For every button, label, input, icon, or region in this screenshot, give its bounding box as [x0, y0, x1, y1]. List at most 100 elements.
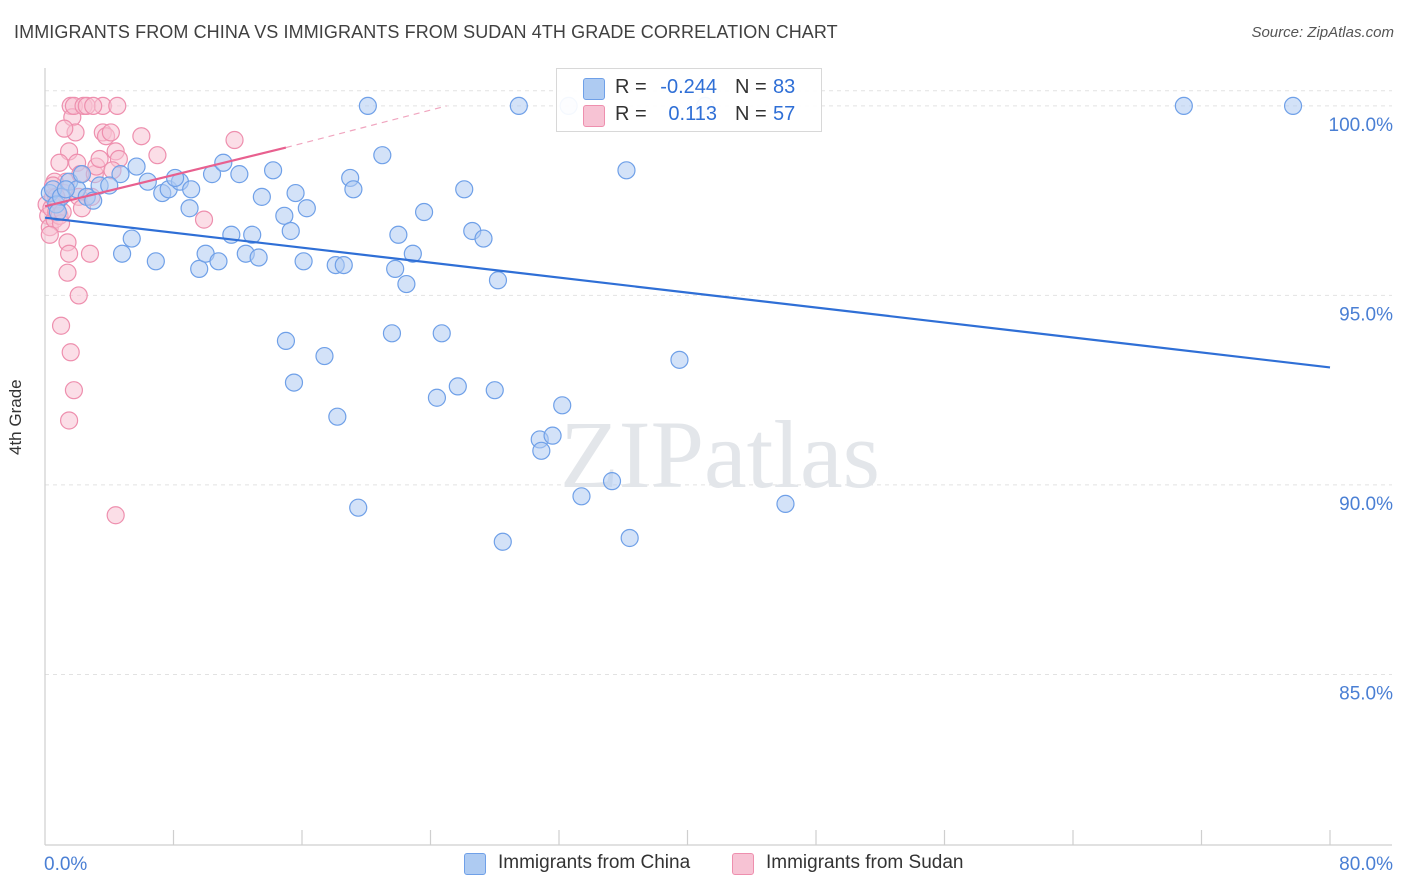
legend-sudan-label: Immigrants from Sudan: [766, 852, 964, 873]
china-point: [56, 180, 75, 199]
china-point: [389, 225, 408, 244]
china-point: [427, 388, 447, 407]
sudan-point: [108, 96, 127, 116]
china-point: [284, 373, 304, 392]
sudan-point: [101, 123, 120, 142]
china-point: [509, 96, 528, 116]
sudan-point: [225, 130, 244, 150]
china-point: [1283, 96, 1303, 116]
sudan-swatch: [583, 105, 605, 127]
sudan-n-value: 57: [773, 103, 796, 125]
sudan-trend-extension: [285, 105, 447, 149]
china-swatch: [583, 78, 605, 100]
legend-sudan-swatch: [732, 853, 754, 875]
sudan-point: [148, 146, 167, 165]
sudan-trend-line: [44, 146, 287, 208]
chart-title: IMMIGRANTS FROM CHINA VS IMMIGRANTS FROM…: [14, 22, 838, 42]
china-point: [315, 346, 334, 366]
china-point: [572, 487, 591, 506]
legend: Immigrants from China Immigrants from Su…: [0, 852, 1406, 878]
r-label: R =: [615, 76, 647, 98]
china-point: [297, 199, 316, 218]
china-point: [182, 180, 201, 199]
sudan-point: [51, 316, 71, 335]
china-trend-line: [44, 216, 1331, 369]
legend-china-label: Immigrants from China: [498, 852, 691, 873]
sudan-point: [194, 210, 214, 229]
sudan-point: [64, 381, 84, 400]
china-point: [776, 494, 795, 513]
sudan-point: [58, 263, 77, 282]
china-point: [373, 146, 392, 165]
china-point: [344, 180, 363, 199]
china-point: [249, 248, 268, 267]
china-point: [281, 221, 300, 241]
china-point: [485, 381, 504, 400]
y-tick-label: 95.0%: [1339, 304, 1393, 325]
china-point: [230, 165, 249, 184]
watermark: ZIPatlas: [560, 401, 880, 508]
china-point: [127, 157, 146, 176]
china-point: [397, 274, 416, 294]
china-point: [386, 259, 405, 278]
sudan-point: [84, 96, 103, 116]
chart-source: Source: ZipAtlas.com: [1251, 24, 1394, 41]
stats-row-china: R = -0.244 N = 83: [557, 74, 821, 102]
x-tick-label: 80.0%: [1339, 854, 1393, 875]
china-point: [474, 229, 493, 248]
china-n-value: 83: [773, 76, 796, 98]
china-point: [448, 377, 467, 396]
china-point: [488, 271, 508, 290]
china-point: [294, 252, 313, 271]
china-point: [328, 407, 347, 426]
n-label: N =: [735, 103, 767, 125]
r-label: R =: [615, 103, 647, 125]
sudan-point: [132, 127, 151, 146]
stats-box: R = -0.244 N = 83 R = 0.113 N = 57: [556, 68, 822, 132]
china-point: [180, 199, 199, 218]
y-tick-label: 90.0%: [1339, 494, 1393, 515]
stats-row-sudan: R = 0.113 N = 57: [557, 101, 821, 129]
china-point: [334, 255, 353, 275]
china-point: [1174, 96, 1193, 116]
china-point: [209, 252, 228, 271]
china-point: [602, 472, 622, 491]
y-tick-label: 100.0%: [1329, 115, 1394, 136]
china-r-value: -0.244: [660, 76, 717, 98]
china-point: [617, 161, 636, 180]
china-point: [112, 244, 132, 263]
china-point: [276, 331, 296, 350]
sudan-point: [61, 343, 80, 362]
sudan-point: [59, 411, 79, 430]
china-point: [620, 528, 639, 548]
china-point: [493, 532, 512, 551]
tick-labels: 85.0% 90.0% 95.0% 100.0% 0.0% 80.0%: [44, 115, 1393, 875]
china-point: [553, 396, 572, 415]
china-point: [349, 498, 368, 517]
china-point: [532, 441, 551, 460]
china-point: [146, 252, 165, 271]
china-point: [252, 187, 271, 206]
sudan-point: [59, 244, 79, 263]
china-point: [432, 324, 451, 343]
china-point: [190, 259, 209, 278]
x-tick-label: 0.0%: [44, 854, 87, 875]
sudan-point: [90, 149, 109, 169]
trend-lines: [44, 105, 1331, 369]
sudan-point: [50, 153, 69, 172]
china-point: [243, 225, 262, 244]
china-point: [543, 426, 562, 445]
china-point: [72, 165, 92, 184]
sudan-point: [40, 225, 59, 244]
sudan-point: [80, 244, 100, 263]
sudan-point: [55, 119, 74, 138]
china-point: [166, 168, 185, 188]
china-point: [358, 96, 377, 116]
china-point: [275, 206, 294, 225]
china-point: [382, 324, 402, 343]
sudan-point: [69, 286, 88, 305]
china-point: [111, 165, 130, 184]
china-point: [403, 244, 422, 263]
china-point: [286, 183, 305, 203]
